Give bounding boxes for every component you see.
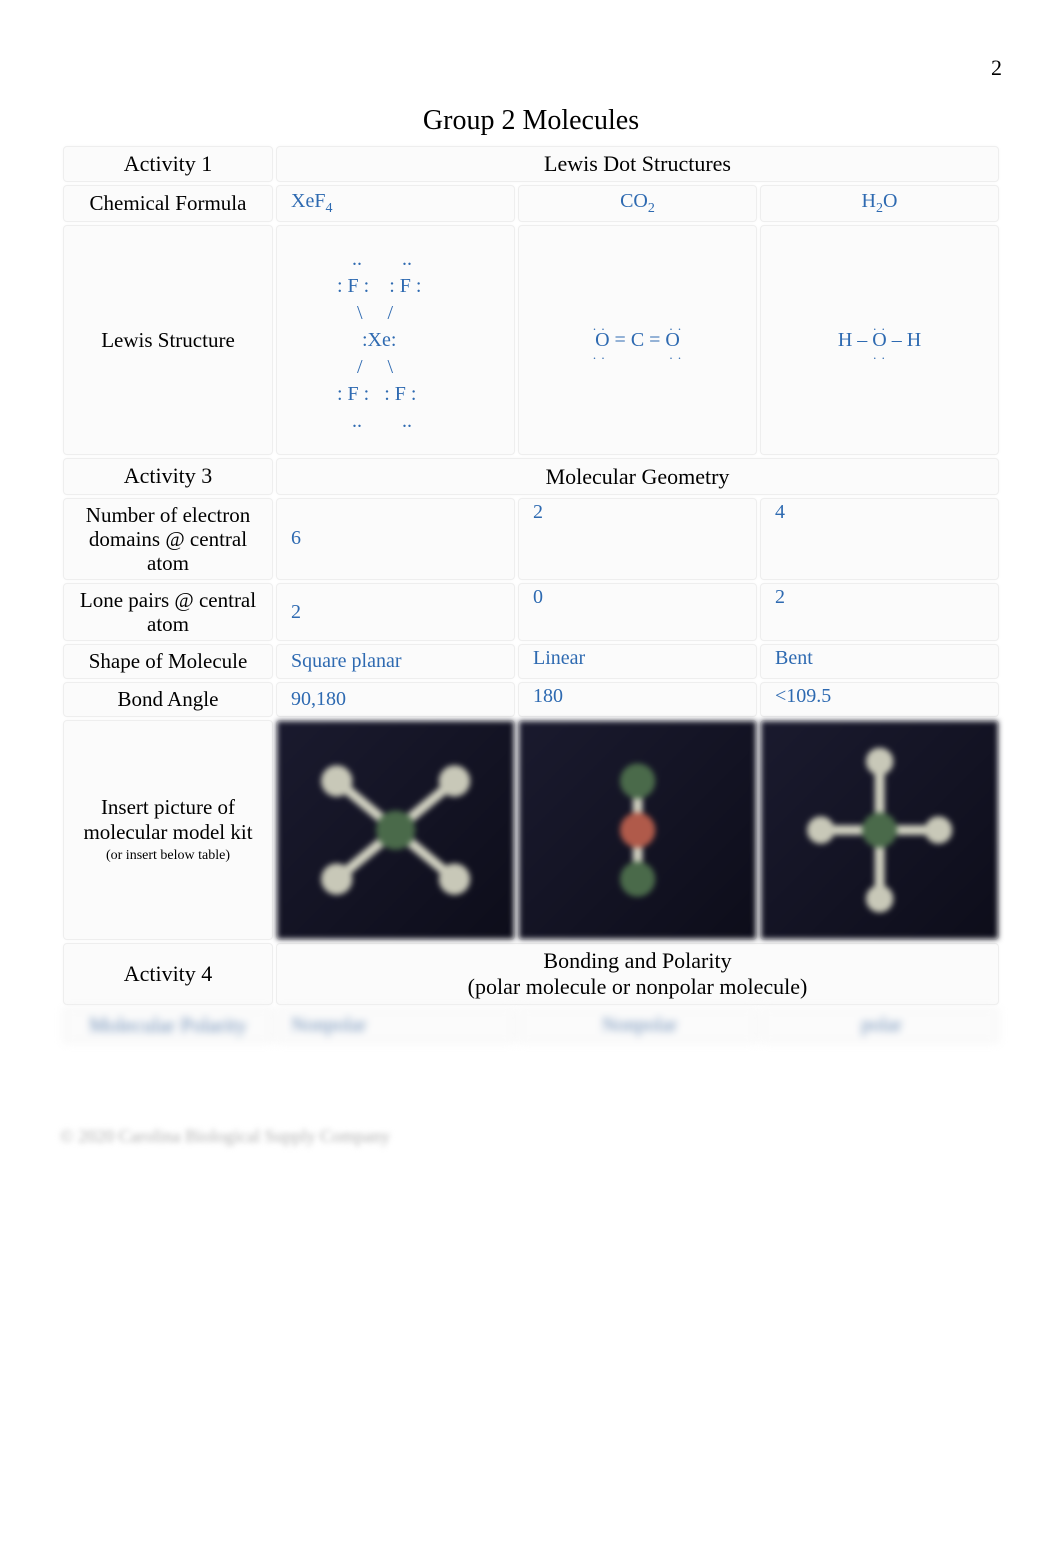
shape-m2: Linear bbox=[518, 644, 757, 678]
activity4-label: Activity 4 bbox=[63, 943, 273, 1005]
model-image-square-planar bbox=[277, 721, 514, 939]
formula-text: XeF bbox=[291, 190, 325, 212]
electron-domains-label: Number of electron domains @ central ato… bbox=[63, 498, 273, 580]
formula-text: CO bbox=[620, 190, 648, 212]
lewis-dot-header: Lewis Dot Structures bbox=[276, 146, 999, 182]
formula-co2: CO2 bbox=[518, 185, 757, 222]
model-pic-m1 bbox=[276, 720, 515, 940]
table-row: Molecular Polarity Nonpolar Nonpolar pol… bbox=[63, 1008, 999, 1043]
page-title: Group 2 Molecules bbox=[60, 105, 1002, 137]
bond-angle-m3: <109.5 bbox=[760, 682, 999, 717]
lewis-h2o: . . H – O – H . . bbox=[760, 225, 999, 455]
lewis-xef4: .. .. : F : : F : \ / :Xe: / \ : F : : F… bbox=[276, 225, 515, 455]
dots-bottom: . . bbox=[771, 350, 988, 359]
shape-m3: Bent bbox=[760, 644, 999, 678]
bond-angle-label: Bond Angle bbox=[63, 682, 273, 717]
model-image-bent bbox=[761, 721, 998, 939]
footer-copyright: © 2020 Carolina Biological Supply Compan… bbox=[60, 1126, 1002, 1147]
model-svg-icon bbox=[289, 732, 502, 928]
table-row: Shape of Molecule Square planar Linear B… bbox=[63, 644, 999, 678]
electron-domains-m3: 4 bbox=[760, 498, 999, 580]
activity1-label: Activity 1 bbox=[63, 146, 273, 182]
lone-pairs-label: Lone pairs @ central atom bbox=[63, 583, 273, 641]
formula-sub: 2 bbox=[876, 201, 883, 216]
table-row: Activity 4 Bonding and Polarity (polar m… bbox=[63, 943, 999, 1005]
formula-tail: O bbox=[883, 190, 897, 212]
formula-sub: 2 bbox=[648, 201, 655, 216]
formula-h2o: H2O bbox=[760, 185, 999, 222]
table-row: Number of electron domains @ central ato… bbox=[63, 498, 999, 580]
polarity-m1: Nonpolar bbox=[276, 1008, 515, 1043]
model-pic-label: Insert picture of molecular model kit (o… bbox=[63, 720, 273, 940]
lewis-h2o-diagram: . . H – O – H . . bbox=[771, 321, 988, 359]
table-row: Activity 3 Molecular Geometry bbox=[63, 458, 999, 494]
bonding-polarity-header: Bonding and Polarity (polar molecule or … bbox=[276, 943, 999, 1005]
lewis-ascii: .. .. : F : : F : \ / :Xe: / \ : F : : F… bbox=[287, 246, 504, 435]
shape-m1: Square planar bbox=[276, 644, 515, 678]
model-pic-text: Insert picture of molecular model kit bbox=[83, 795, 252, 844]
bonding-polarity-text: Bonding and Polarity bbox=[543, 948, 731, 973]
electron-domains-m2: 2 bbox=[518, 498, 757, 580]
table-row: Bond Angle 90,180 180 <109.5 bbox=[63, 682, 999, 717]
lone-pairs-m3: 2 bbox=[760, 583, 999, 641]
model-pic-m2 bbox=[518, 720, 757, 940]
lewis-structure-label: Lewis Structure bbox=[63, 225, 273, 455]
page: 2 Group 2 Molecules Activity 1 Lewis Dot… bbox=[0, 0, 1062, 1561]
lewis-co2: . . . . O = C = O . . . . bbox=[518, 225, 757, 455]
lone-pairs-m2: 0 bbox=[518, 583, 757, 641]
table-row: Lone pairs @ central atom 2 0 2 bbox=[63, 583, 999, 641]
polarity-m2: Nonpolar bbox=[518, 1008, 757, 1043]
bond-angle-m1: 90,180 bbox=[276, 682, 515, 717]
shape-label: Shape of Molecule bbox=[63, 644, 273, 678]
table-row: Activity 1 Lewis Dot Structures bbox=[63, 146, 999, 182]
formula-xef4: XeF4 bbox=[276, 185, 515, 222]
table-row: Chemical Formula XeF4 CO2 H2O bbox=[63, 185, 999, 222]
polarity-m3: polar bbox=[760, 1008, 999, 1043]
model-svg-icon bbox=[531, 732, 744, 928]
activity3-label: Activity 3 bbox=[63, 458, 273, 494]
molecules-table: Activity 1 Lewis Dot Structures Chemical… bbox=[60, 143, 1002, 1046]
bond-angle-m2: 180 bbox=[518, 682, 757, 717]
model-image-linear bbox=[519, 721, 756, 939]
mol-polarity-label: Molecular Polarity bbox=[63, 1008, 273, 1043]
page-number: 2 bbox=[991, 55, 1002, 81]
lewis-co2-diagram: . . . . O = C = O . . . . bbox=[529, 321, 746, 359]
table-row: Lewis Structure .. .. : F : : F : \ / :X… bbox=[63, 225, 999, 455]
chem-formula-label: Chemical Formula bbox=[63, 185, 273, 222]
table-row: Insert picture of molecular model kit (o… bbox=[63, 720, 999, 940]
model-pic-m3 bbox=[760, 720, 999, 940]
model-svg-icon bbox=[773, 732, 986, 928]
formula-text: H bbox=[862, 190, 876, 212]
formula-sub: 4 bbox=[325, 201, 332, 216]
electron-domains-m1: 6 bbox=[276, 498, 515, 580]
model-pic-note: (or insert below table) bbox=[72, 848, 264, 865]
mol-geom-header: Molecular Geometry bbox=[276, 458, 999, 494]
polarity-sub-text: (polar molecule or nonpolar molecule) bbox=[468, 974, 808, 999]
lone-pairs-m1: 2 bbox=[276, 583, 515, 641]
dots-bottom: . . . . bbox=[529, 350, 746, 359]
